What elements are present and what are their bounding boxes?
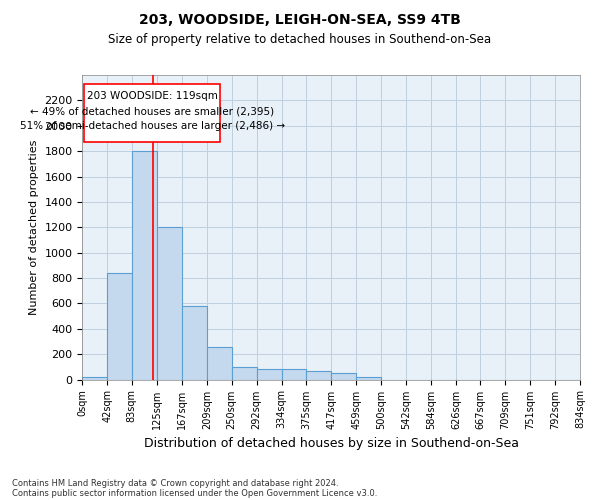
Text: 203 WOODSIDE: 119sqm: 203 WOODSIDE: 119sqm	[87, 92, 218, 102]
Bar	[157, 228, 182, 380]
Text: Size of property relative to detached houses in Southend-on-Sea: Size of property relative to detached ho…	[109, 32, 491, 46]
Bar	[232, 367, 257, 380]
Bar	[82, 378, 107, 380]
Text: 51% of semi-detached houses are larger (2,486) →: 51% of semi-detached houses are larger (…	[20, 122, 285, 132]
Bar	[132, 151, 157, 380]
Bar	[107, 273, 132, 380]
Bar	[356, 377, 380, 380]
Text: Contains HM Land Registry data © Crown copyright and database right 2024.: Contains HM Land Registry data © Crown c…	[12, 478, 338, 488]
Text: ← 49% of detached houses are smaller (2,395): ← 49% of detached houses are smaller (2,…	[30, 106, 274, 116]
Bar	[207, 346, 232, 380]
Text: 203, WOODSIDE, LEIGH-ON-SEA, SS9 4TB: 203, WOODSIDE, LEIGH-ON-SEA, SS9 4TB	[139, 12, 461, 26]
Y-axis label: Number of detached properties: Number of detached properties	[29, 140, 39, 315]
Bar	[182, 306, 207, 380]
Text: Contains public sector information licensed under the Open Government Licence v3: Contains public sector information licen…	[12, 488, 377, 498]
Bar	[257, 370, 281, 380]
FancyBboxPatch shape	[84, 84, 220, 142]
Bar	[306, 370, 331, 380]
Bar	[281, 370, 306, 380]
Bar	[331, 373, 356, 380]
X-axis label: Distribution of detached houses by size in Southend-on-Sea: Distribution of detached houses by size …	[143, 437, 518, 450]
